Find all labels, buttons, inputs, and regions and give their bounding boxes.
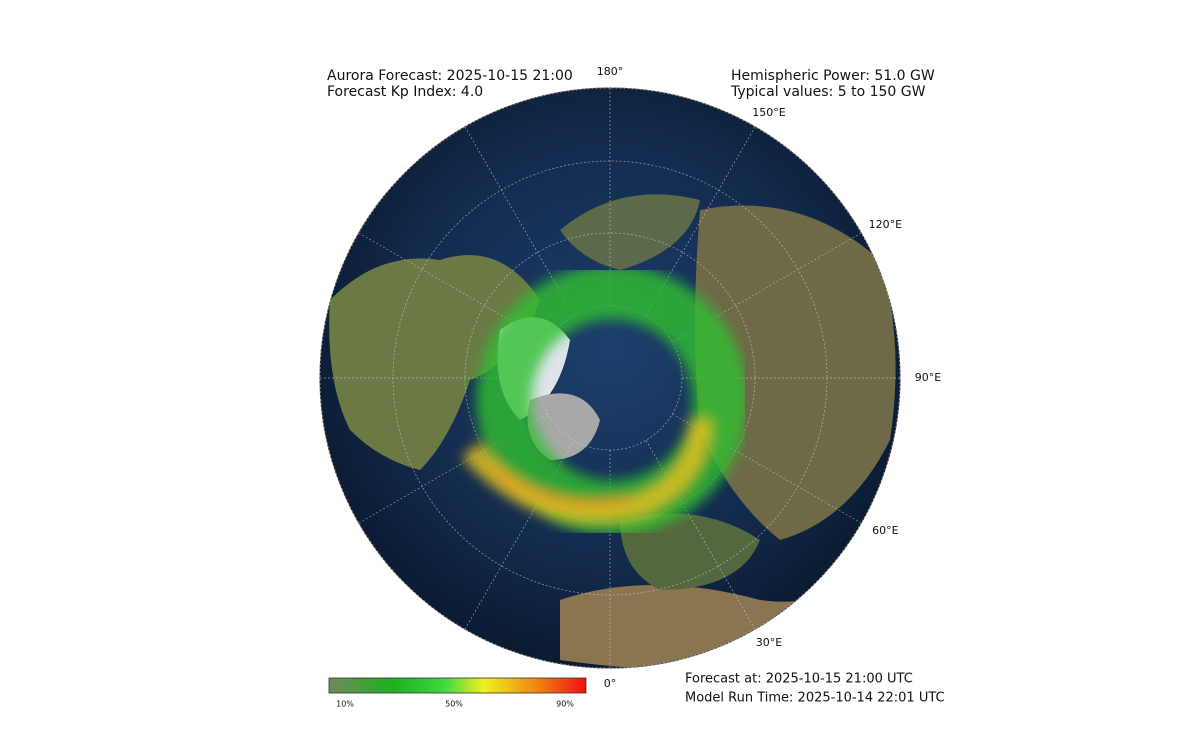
- longitude-label: 60°E: [872, 524, 898, 537]
- longitude-label: 30°E: [756, 636, 782, 649]
- longitude-label: 180°: [597, 65, 624, 78]
- hemispheric-power: Hemispheric Power: 51.0 GW: [731, 68, 935, 84]
- forecast-time: Forecast at: 2025-10-15 21:00 UTC: [685, 672, 913, 687]
- aurora-oval: [461, 264, 748, 536]
- typical-values: Typical values: 5 to 150 GW: [730, 84, 926, 100]
- longitude-label: 150°E: [752, 106, 785, 119]
- longitude-label: 90°E: [915, 371, 941, 384]
- forecast-title: Aurora Forecast: 2025-10-15 21:00: [327, 68, 573, 84]
- colorbar-tick: 90%: [556, 700, 574, 709]
- globe: [319, 87, 901, 669]
- longitude-label: 0°: [604, 677, 617, 690]
- model-run-time: Model Run Time: 2025-10-14 22:01 UTC: [685, 691, 945, 706]
- colorbar-tick: 50%: [445, 700, 463, 709]
- colorbar: [328, 677, 587, 694]
- longitude-label: 120°E: [869, 218, 902, 231]
- kp-index: Forecast Kp Index: 4.0: [327, 84, 483, 100]
- colorbar-tick: 10%: [336, 700, 354, 709]
- longitude-labels: 180° 150°E 120°E 90°E 60°E 30°E 0°: [597, 65, 942, 690]
